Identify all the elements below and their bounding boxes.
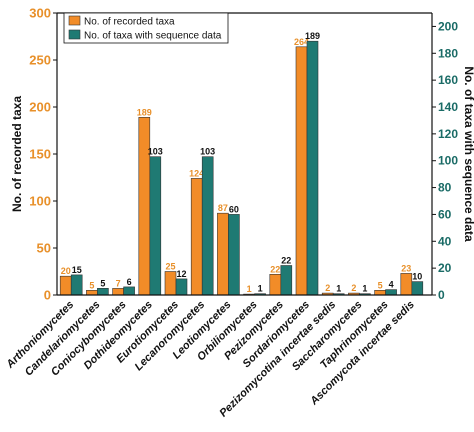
data-label-recorded-taxa: 7 [116,278,121,288]
right-tick-label: 100 [438,154,458,168]
right-tick-label: 40 [438,234,452,248]
data-label-recorded-taxa: 23 [401,263,411,273]
right-tick-label: 0 [438,288,445,302]
left-tick-label: 300 [29,6,51,21]
left-tick-label: 100 [29,194,51,209]
data-label-sequence-data: 103 [148,147,163,157]
data-label-sequence-data: 1 [258,284,263,294]
data-label-recorded-taxa: 5 [378,280,383,290]
data-label-sequence-data: 6 [127,277,132,287]
bar-recorded-taxa [400,273,413,296]
data-label-sequence-data: 5 [100,278,105,288]
legend-label-recorded-taxa: No. of recorded taxa [84,17,175,28]
bar-recorded-taxa [374,289,386,296]
right-tick-label: 180 [438,46,458,60]
bar-sequence-data [280,265,293,296]
data-label-recorded-taxa: 189 [137,107,152,117]
bar-recorded-taxa [164,271,177,296]
bar-recorded-taxa [190,178,203,296]
data-label-sequence-data: 10 [412,272,422,282]
right-axis-title: No. of taxa with sequence data [462,66,474,242]
bar-recorded-taxa [217,212,229,296]
data-label-sequence-data: 15 [72,265,82,275]
axes: 0501001502002503000204060801001201401601… [10,6,474,303]
legend-swatch-recorded-taxa [68,15,81,26]
right-tick-label: 160 [438,73,458,87]
bar-sequence-data [306,40,319,296]
data-label-sequence-data: 22 [281,256,291,266]
data-label-recorded-taxa: 22 [270,264,280,274]
bar-sequence-data [70,274,83,296]
bar-recorded-taxa [86,289,98,296]
bar-recorded-taxa [295,46,308,296]
data-label-recorded-taxa: 5 [89,280,94,290]
legend-swatch-sequence-data [68,29,81,40]
bar-sequence-data [149,156,162,296]
data-label-recorded-taxa: 1 [247,284,252,294]
data-label-sequence-data: 189 [305,31,320,41]
right-tick-label: 140 [438,100,458,114]
data-label-recorded-taxa: 25 [165,262,175,272]
data-label-sequence-data: 1 [336,284,341,294]
bar-recorded-taxa [138,117,151,296]
left-tick-label: 50 [37,241,51,256]
data-label-recorded-taxa: 87 [218,203,228,213]
bar-sequence-data [123,286,135,296]
bar-recorded-taxa [112,288,124,296]
legend-box [63,12,229,44]
data-label-recorded-taxa: 124 [189,168,204,178]
data-label-sequence-data: 103 [200,147,215,157]
right-tick-label: 200 [438,19,458,33]
data-label-sequence-data: 4 [389,280,394,290]
right-tick-label: 80 [438,181,452,195]
legend-label-sequence-data: No. of taxa with sequence data [84,31,222,42]
bar-sequence-data [228,214,240,296]
data-label-recorded-taxa: 20 [61,266,71,276]
data-label-recorded-taxa: 2 [351,283,356,293]
left-tick-label: 250 [29,53,51,68]
data-label-recorded-taxa: 2 [325,283,330,293]
bar-sequence-data [385,289,397,296]
left-axis-title: No. of recorded taxa [10,96,24,212]
bar-recorded-taxa [59,275,72,296]
bar-sequence-data [97,287,109,296]
data-label-recorded-taxa: 264 [294,37,309,47]
legend: No. of recorded taxa No. of taxa with seq… [63,12,229,44]
bar-sequence-data [175,278,188,296]
data-label-sequence-data: 12 [176,269,186,279]
data-label-sequence-data: 60 [229,204,239,214]
bar-sequence-data [411,281,424,296]
data-label-sequence-data: 1 [362,284,367,294]
bar-sequence-data [201,156,214,296]
right-tick-label: 120 [438,127,458,141]
right-tick-label: 20 [438,261,452,275]
right-tick-label: 60 [438,207,452,221]
bar-recorded-taxa [269,273,282,296]
category-labels: ArthoniomycetesCandelariomycetesConiocyb… [4,299,417,420]
left-tick-label: 0 [44,288,51,303]
left-tick-label: 150 [29,147,51,162]
left-tick-label: 200 [29,100,51,115]
